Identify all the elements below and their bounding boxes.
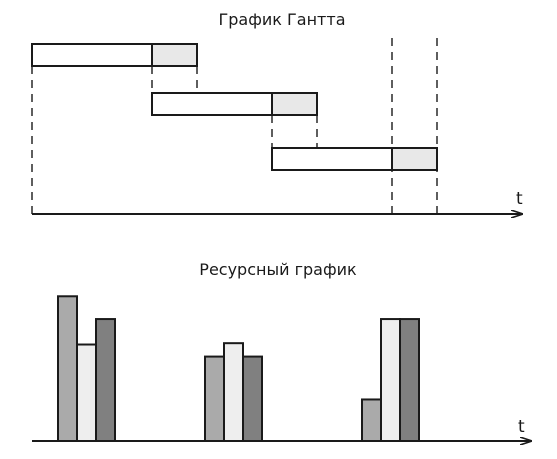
gantt-title: График Гантта <box>218 10 345 29</box>
gantt-axis-label: t <box>516 189 523 209</box>
resource-bars <box>57 295 420 442</box>
resource-bar <box>399 318 420 442</box>
gantt-dashed-guides <box>31 38 438 214</box>
gantt-task-slack <box>391 147 438 171</box>
gantt-chart: График Гантта t <box>31 10 523 214</box>
resource-axis-label: t <box>518 417 525 437</box>
resource-chart: Ресурсный график t <box>32 260 531 441</box>
gantt-task-slack <box>151 43 198 67</box>
resource-bar <box>204 355 225 442</box>
resource-title: Ресурсный график <box>199 260 357 279</box>
resource-bar <box>242 355 263 442</box>
resource-bar <box>380 318 401 442</box>
resource-bar <box>223 342 244 442</box>
resource-bar <box>95 318 116 442</box>
resource-bar <box>361 398 382 442</box>
gantt-task-bars <box>31 43 438 171</box>
gantt-task-work <box>31 43 153 67</box>
gantt-task-work <box>151 92 273 116</box>
resource-bar <box>76 343 97 442</box>
resource-bar <box>57 295 78 442</box>
gantt-task-slack <box>271 92 318 116</box>
gantt-task-work <box>271 147 393 171</box>
